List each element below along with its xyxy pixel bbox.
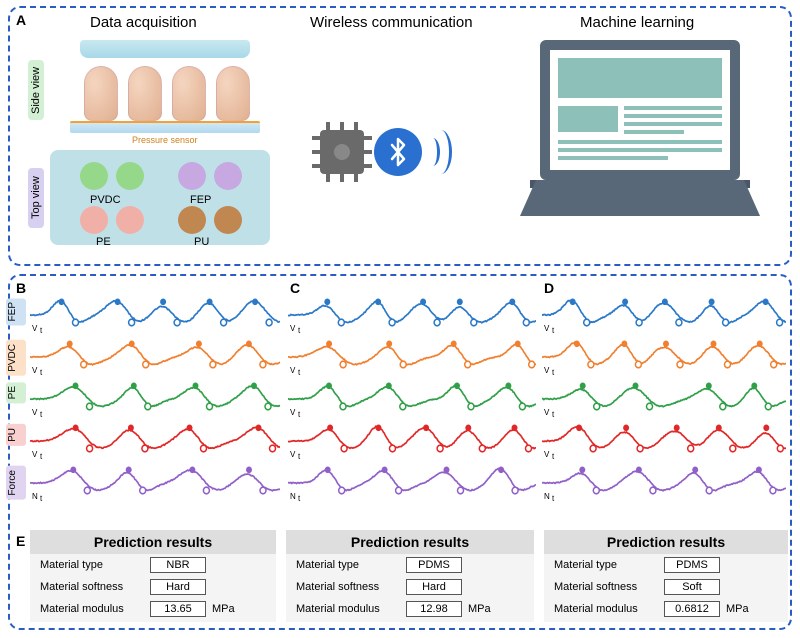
signal-label-force: Force	[6, 466, 26, 500]
pred-modulus-e: 13.65	[150, 601, 206, 617]
signal-row-pe: Vt	[288, 376, 536, 418]
dot-fep-1	[178, 162, 206, 190]
pred-softness-f: Hard	[406, 579, 462, 595]
dot-fep-2	[214, 162, 242, 190]
dot-pvdc-2	[116, 162, 144, 190]
pred-type-e: NBR	[150, 557, 206, 573]
signal-arc-2	[430, 130, 452, 174]
signal-label-pvdc: PVDC	[6, 340, 26, 376]
pred-type-label: Material type	[40, 559, 150, 571]
title-ml: Machine learning	[580, 14, 694, 31]
signals-c: Vt Vt Vt Vt Nt	[288, 292, 536, 522]
signal-row-pe: PE Vt	[30, 376, 280, 418]
label-e: E	[16, 533, 25, 549]
signal-row-pu: Vt	[288, 418, 536, 460]
pred-softness-g: Soft	[664, 579, 720, 595]
signal-label-pu: PU	[6, 424, 26, 446]
dot-label-fep: FEP	[190, 194, 211, 206]
pred-unit: MPa	[212, 603, 235, 615]
signal-row-pvdc: PVDC Vt	[30, 334, 280, 376]
dot-label-pvdc: PVDC	[90, 194, 121, 206]
glass-plate	[80, 40, 250, 58]
dot-pe-1	[80, 206, 108, 234]
pred-type-f: PDMS	[406, 557, 462, 573]
pred-modulus-f: 12.98	[406, 601, 462, 617]
dot-pu-1	[178, 206, 206, 234]
signal-row-force: Force Nt	[30, 460, 280, 502]
pred-softness-label: Material softness	[40, 581, 150, 593]
pred-type-g: PDMS	[664, 557, 720, 573]
dot-pe-2	[116, 206, 144, 234]
sensor-label: Pressure sensor	[132, 135, 198, 145]
top-view-diagram: PVDC FEP PE PU	[50, 150, 270, 245]
dot-label-pe: PE	[96, 236, 111, 248]
dot-pu-2	[214, 206, 242, 234]
title-wireless: Wireless communication	[310, 14, 473, 31]
signal-row-fep: Vt	[288, 292, 536, 334]
label-b: B	[16, 280, 26, 296]
pred-title-g: Prediction results	[544, 530, 788, 554]
finger-1	[84, 66, 118, 121]
prediction-f: Prediction results Material type PDMS Ma…	[286, 530, 534, 622]
signal-row-pvdc: Vt	[542, 334, 786, 376]
dot-pvdc-1	[80, 162, 108, 190]
side-view-diagram: Pressure sensor	[50, 40, 270, 135]
signal-row-force: Nt	[542, 460, 786, 502]
pred-title-f: Prediction results	[286, 530, 534, 554]
signal-row-pu: Vt	[542, 418, 786, 460]
prediction-g: Prediction results Material type PDMS Ma…	[544, 530, 788, 622]
finger-4	[216, 66, 250, 121]
finger-2	[128, 66, 162, 121]
pred-title-e: Prediction results	[30, 530, 276, 554]
signal-row-pe: Vt	[542, 376, 786, 418]
label-a: A	[16, 12, 26, 28]
pred-softness-e: Hard	[150, 579, 206, 595]
signals-b: FEP VtPVDC VtPE VtPU VtForce Nt	[30, 292, 280, 522]
chip-icon	[320, 130, 364, 174]
signals-d: Vt Vt Vt Vt Nt	[542, 292, 786, 522]
signal-row-fep: FEP Vt	[30, 292, 280, 334]
prediction-e: Prediction results Material type NBR Mat…	[30, 530, 276, 622]
pred-modulus-g: 0.6812	[664, 601, 720, 617]
signal-label-fep: FEP	[6, 298, 26, 325]
side-view-label: Side view	[28, 60, 44, 120]
pred-modulus-label: Material modulus	[40, 603, 150, 615]
bluetooth-icon	[374, 128, 422, 176]
signal-row-fep: Vt	[542, 292, 786, 334]
laptop-icon	[520, 40, 760, 240]
signal-row-pu: PU Vt	[30, 418, 280, 460]
dot-label-pu: PU	[194, 236, 209, 248]
finger-3	[172, 66, 206, 121]
signal-row-force: Nt	[288, 460, 536, 502]
signal-label-pe: PE	[6, 382, 26, 403]
sensor-plate	[70, 121, 260, 133]
signal-row-pvdc: Vt	[288, 334, 536, 376]
title-acquisition: Data acquisition	[90, 14, 197, 31]
top-view-label: Top view	[28, 168, 44, 228]
